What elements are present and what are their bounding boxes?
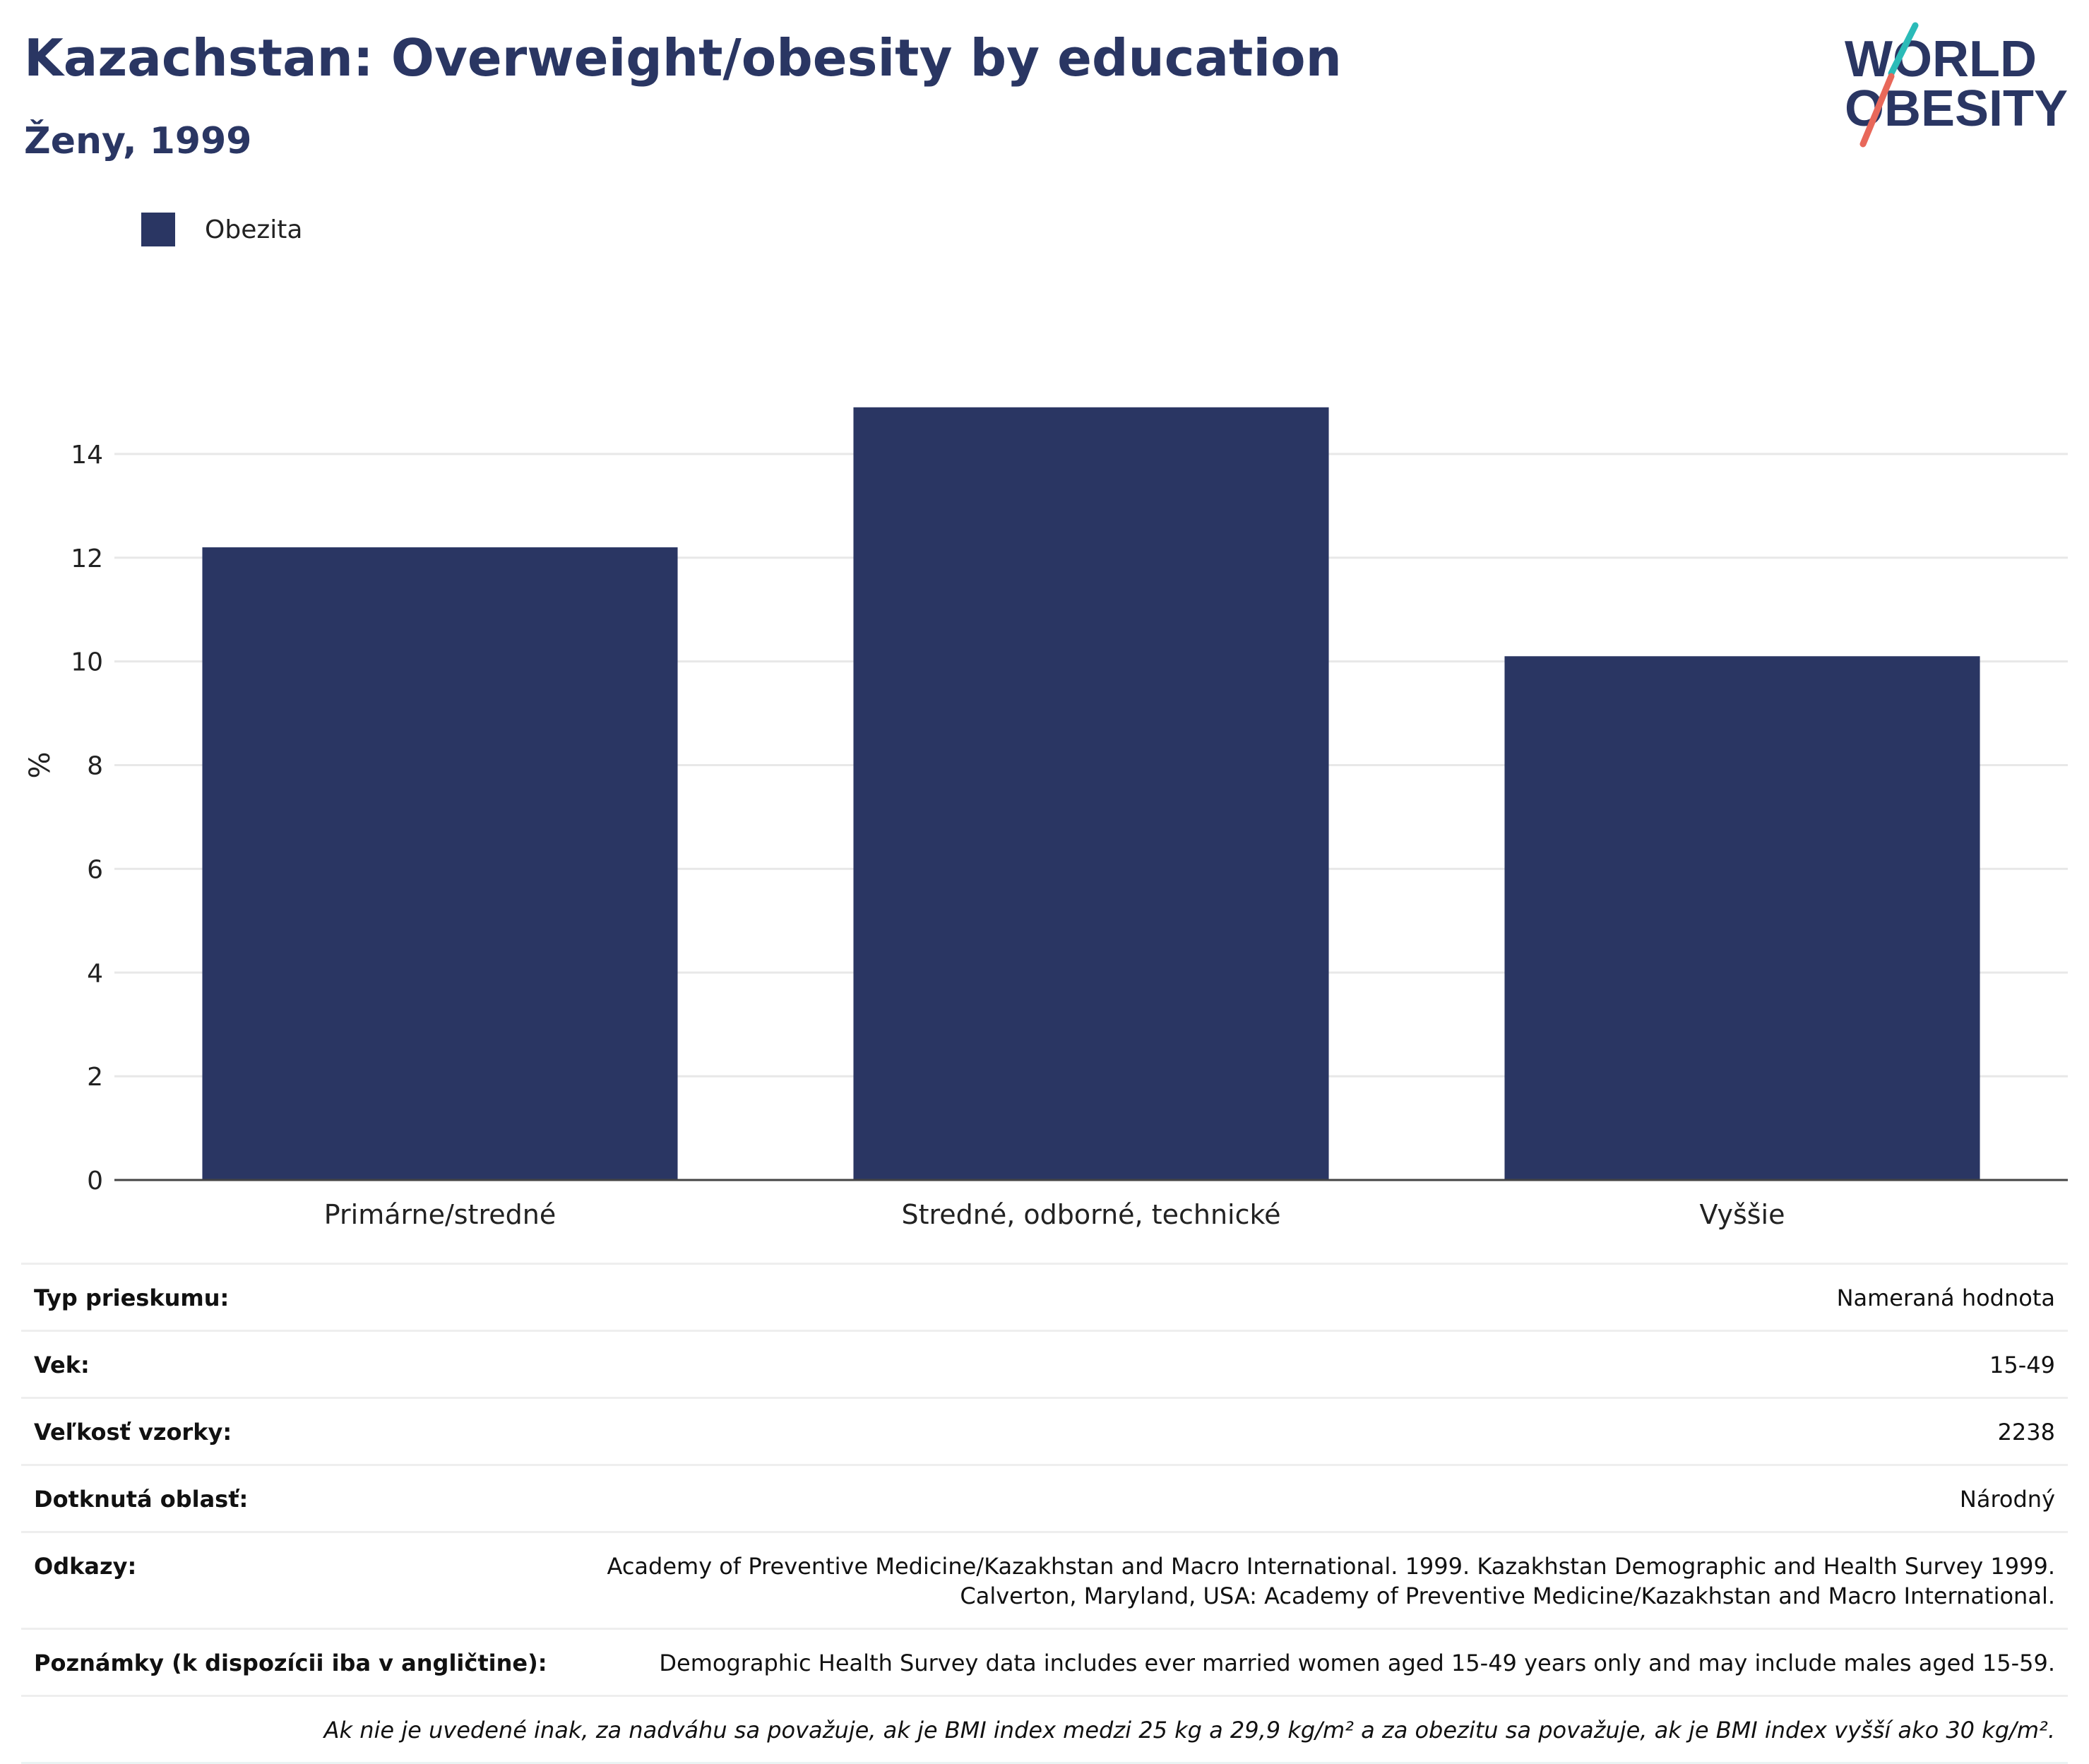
survey-metadata-table: Typ prieskumu: Nameraná hodnota Vek: 15-… [21,1263,2068,1764]
meta-value: 15-49 [1989,1352,2055,1378]
meta-value: Demographic Health Survey data includes … [659,1650,2055,1676]
y-tick-label: 4 [87,959,103,988]
meta-label: Veľkosť vzorky: [34,1419,232,1446]
meta-row-sample-size: Veľkosť vzorky: 2238 [21,1399,2068,1466]
y-tick-label: 14 [71,441,103,470]
legend-label-obezita: Obezita [205,215,303,244]
meta-row-references: Odkazy: Academy of Preventive Medicine/K… [21,1533,2068,1630]
meta-value: 2238 [1997,1419,2055,1446]
bar-2 [1504,656,1980,1180]
y-tick-label: 0 [87,1167,103,1196]
world-obesity-logo: WORLD OBESITY [1845,22,2068,148]
meta-label: Dotknutá oblasť: [34,1486,249,1513]
reference-line: Academy of Preventive Medicine/Kazakhsta… [607,1553,2055,1580]
meta-value: Academy of Preventive Medicine/Kazakhsta… [607,1551,2055,1611]
y-tick-label: 8 [87,752,103,781]
meta-label: Poznámky (k dispozícii iba v angličtine)… [34,1650,547,1676]
meta-row-survey-type: Typ prieskumu: Nameraná hodnota [21,1265,2068,1332]
bmi-footnote: Ak nie je uvedené inak, za nadváhu sa po… [21,1697,2068,1764]
meta-label: Vek: [34,1352,90,1378]
bar-1 [853,407,1329,1180]
y-tick-label: 6 [87,855,103,884]
meta-row-area: Dotknutá oblasť: Národný [21,1466,2068,1533]
meta-value: Národný [1959,1486,2055,1513]
x-tick-label: Primárne/stredné [324,1199,556,1230]
meta-value: Nameraná hodnota [1836,1285,2055,1311]
meta-label: Odkazy: [34,1553,137,1580]
y-tick-label: 2 [87,1063,103,1092]
chart-title: Kazachstan: Overweight/obesity by educat… [24,28,1342,88]
logo-word-obesity: OBESITY [1845,81,2068,137]
x-tick-label: Vyššie [1700,1199,1785,1230]
y-tick-label: 12 [71,544,103,573]
meta-label: Typ prieskumu: [34,1285,230,1311]
logo-teal-slash [1888,22,1919,77]
bar-0 [202,547,678,1180]
x-tick-label: Stredné, odborné, technické [901,1199,1280,1230]
legend-swatch-obezita [141,213,175,246]
reference-line: Calverton, Maryland, USA: Academy of Pre… [960,1583,2055,1609]
chart-subtitle: Ženy, 1999 [24,120,252,162]
bar-chart: 0 2 4 6 8 10 12 14% Primárne/stredné Stredné, odb… [24,407,2068,1230]
logo-word-world: WORLD [1845,31,2037,88]
y-tick-label: 10 [71,648,103,677]
meta-row-notes: Poznámky (k dispozícii iba v angličtine)… [21,1630,2068,1697]
logo-coral-slash [1859,73,1895,148]
meta-row-age: Vek: 15-49 [21,1332,2068,1399]
chart-legend: Obezita [141,208,302,251]
y-axis-title: % [24,751,56,778]
